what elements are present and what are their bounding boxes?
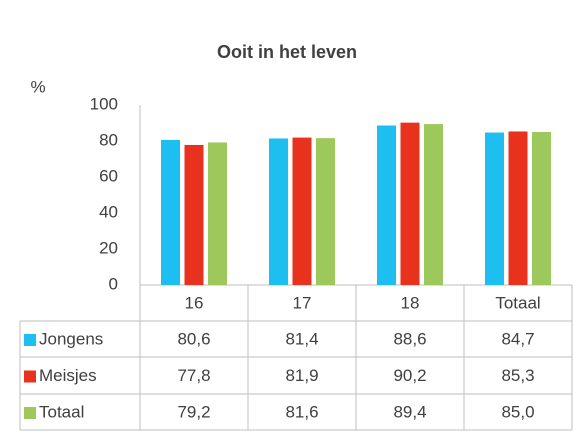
bar — [424, 124, 443, 285]
chart-title: Ooit in het leven — [217, 42, 357, 62]
bar — [485, 132, 504, 285]
table-value: 90,2 — [393, 366, 426, 385]
bar — [400, 122, 420, 285]
bar — [292, 137, 312, 285]
y-tick-label: 100 — [90, 94, 118, 113]
table-value: 81,9 — [285, 366, 318, 385]
legend-key — [24, 370, 36, 383]
x-tick-label: 16 — [185, 293, 204, 312]
bar — [532, 132, 551, 285]
bar — [377, 125, 396, 286]
x-tick-label: 18 — [401, 293, 420, 312]
x-tick-label: Totaal — [495, 293, 540, 312]
table-value: 88,6 — [393, 329, 426, 348]
table-value: 79,2 — [177, 402, 210, 421]
legend-label: Jongens — [39, 329, 103, 348]
bar — [316, 138, 335, 285]
x-tick-label: 17 — [293, 293, 312, 312]
legend-label: Totaal — [39, 402, 84, 421]
bar — [269, 138, 288, 285]
legend-key — [24, 407, 36, 419]
y-tick-label: 20 — [99, 238, 118, 257]
table-value: 85,0 — [501, 402, 534, 421]
y-tick-label: 80 — [99, 130, 118, 149]
table-value: 89,4 — [393, 402, 426, 421]
table-value: 80,6 — [177, 329, 210, 348]
y-axis-label: % — [30, 77, 45, 96]
legend-label: Meisjes — [39, 366, 97, 385]
table-value: 84,7 — [501, 329, 534, 348]
legend-key — [24, 334, 36, 346]
table-value: 77,8 — [177, 366, 210, 385]
bar — [208, 142, 227, 285]
bar — [184, 144, 204, 285]
bar — [161, 139, 180, 285]
bar — [508, 131, 528, 285]
table-value: 81,4 — [285, 329, 318, 348]
y-tick-label: 60 — [99, 166, 118, 185]
y-tick-label: 0 — [109, 274, 118, 293]
table-value: 81,6 — [285, 402, 318, 421]
y-tick-label: 40 — [99, 202, 118, 221]
table-value: 85,3 — [501, 366, 534, 385]
